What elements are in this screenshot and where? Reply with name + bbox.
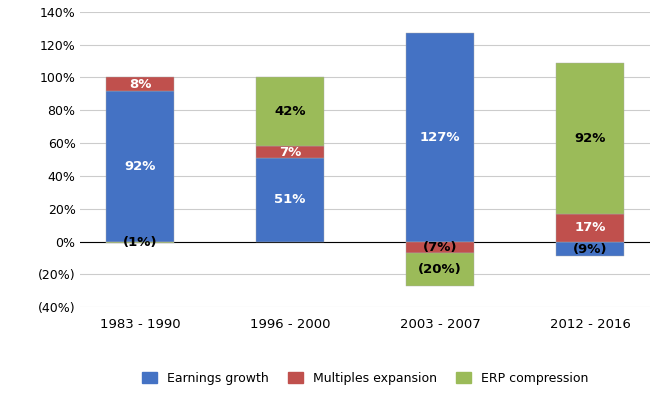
Text: 127%: 127% (420, 131, 460, 144)
Bar (407, 253, 474, 286)
Text: 51%: 51% (275, 193, 306, 206)
Bar (557, 214, 624, 242)
Text: 8%: 8% (129, 78, 151, 91)
Bar (407, 242, 474, 253)
Bar (557, 242, 624, 256)
Text: (20%): (20%) (418, 263, 462, 276)
Bar (257, 158, 324, 242)
Bar (407, 33, 474, 242)
Text: (7%): (7%) (423, 241, 458, 254)
Text: 7%: 7% (279, 146, 302, 159)
Bar (257, 78, 324, 147)
Legend: Earnings growth, Multiples expansion, ERP compression: Earnings growth, Multiples expansion, ER… (137, 367, 593, 390)
Bar (257, 147, 324, 158)
Text: 92%: 92% (575, 132, 606, 145)
Text: 17%: 17% (575, 221, 606, 234)
Text: 42%: 42% (275, 106, 306, 119)
Bar (107, 91, 174, 242)
Text: (9%): (9%) (573, 243, 608, 256)
Text: (1%): (1%) (123, 236, 157, 249)
Text: 92%: 92% (125, 160, 155, 173)
Bar (107, 78, 174, 91)
Bar (107, 242, 174, 243)
Bar (557, 63, 624, 214)
